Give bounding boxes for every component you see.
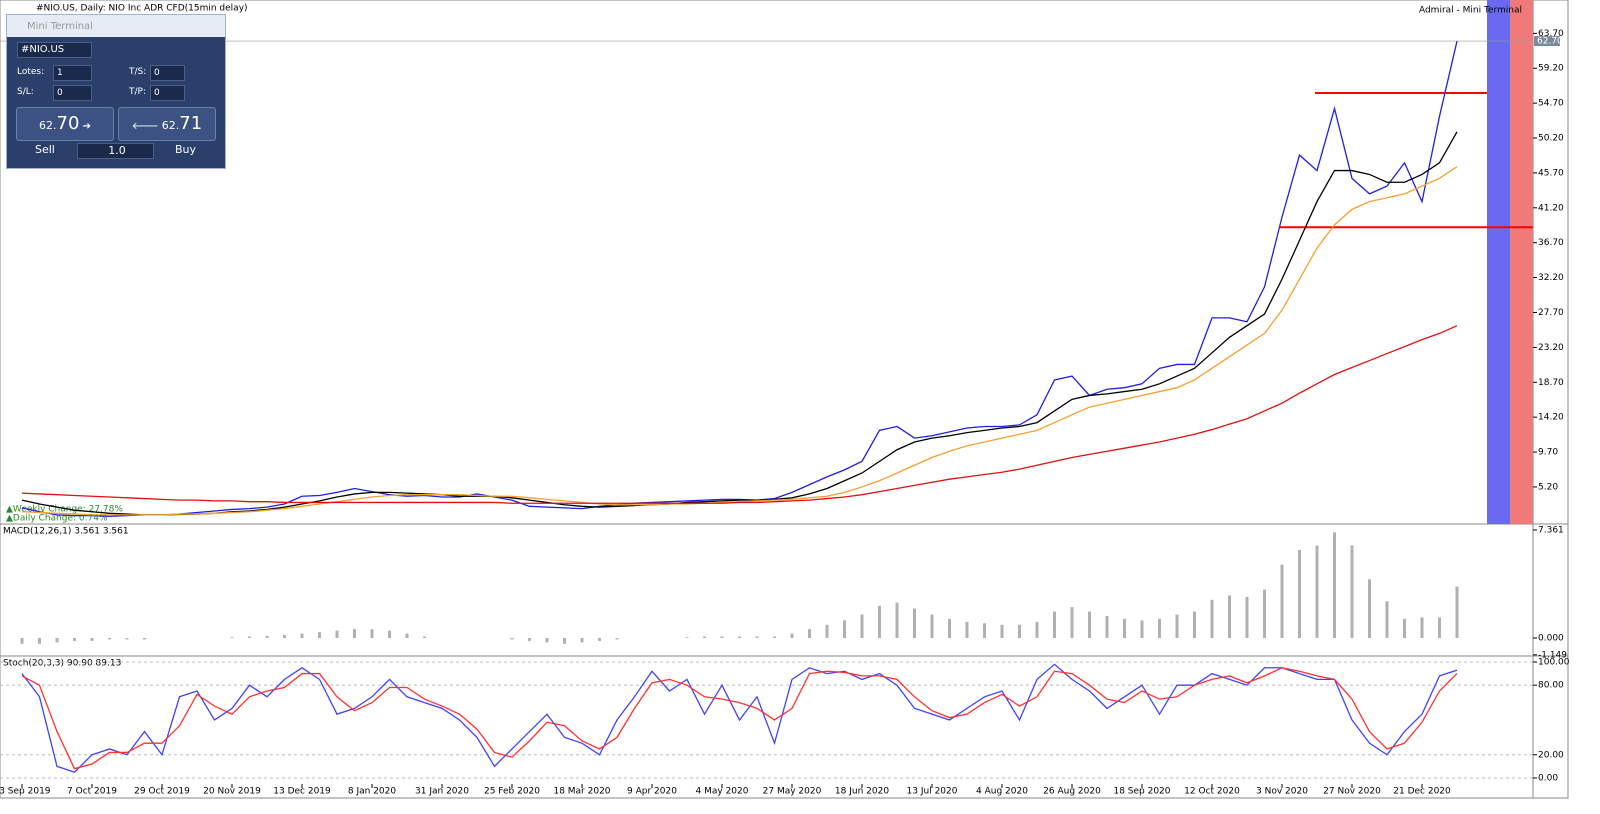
x-tick-label: 26 Aug 2020 — [1043, 787, 1101, 797]
current-price-label: 62.70 — [1537, 37, 1563, 47]
y-tick-label: 27.70 — [1538, 308, 1564, 318]
lots[interactable]: 1 — [53, 65, 92, 81]
ts[interactable]: 0 — [150, 65, 185, 81]
daily-change: ▲Daily Change: 0.74% — [6, 514, 108, 524]
series-line — [21, 40, 1458, 518]
volume[interactable]: 1.0 — [77, 143, 154, 159]
x-tick-label: 12 Oct 2020 — [1184, 787, 1240, 797]
y-tick-label: 80.00 — [1538, 681, 1564, 691]
stoch-label: Stoch(20,3,3) 90.90 89.13 — [3, 659, 121, 669]
x-tick-label: 13 Dec 2019 — [273, 787, 331, 797]
y-tick-label: 20.00 — [1538, 750, 1564, 760]
x-tick-label: 4 Aug 2020 — [976, 787, 1028, 797]
sl[interactable]: 0 — [53, 85, 92, 101]
series-line — [21, 166, 1458, 516]
bid-small: 70 — [56, 113, 80, 134]
y-tick-label: 18.70 — [1538, 378, 1564, 388]
x-tick-label: 4 May 2020 — [696, 787, 749, 797]
frame — [0, 0, 1569, 799]
x-tick-label: 21 Dec 2020 — [1393, 787, 1451, 797]
y-tick-label: 54.70 — [1538, 99, 1564, 109]
x-tick-label: 18 Jun 2020 — [835, 787, 889, 797]
y-tick-label: 0.000 — [1538, 633, 1564, 643]
y-tick-label: 50.20 — [1538, 134, 1564, 144]
window-title: Mini Terminal — [27, 20, 93, 32]
chart-title: #NIO.US, Daily: NIO Inc ADR CFD(15min de… — [36, 4, 248, 14]
tp-label: T/P: — [129, 87, 146, 97]
red-band — [1510, 0, 1533, 524]
x-tick-label: 27 Nov 2020 — [1323, 787, 1381, 797]
buy-price[interactable]: 🡐 62.71 — [118, 107, 216, 141]
sell-price[interactable]: 62.70 ➔ — [16, 107, 114, 141]
brand: Admiral - Mini Terminal — [1419, 6, 1522, 16]
y-tick-label: 32.20 — [1538, 273, 1564, 283]
x-tick-label: 27 May 2020 — [763, 787, 822, 797]
symbol[interactable]: #NIO.US — [17, 42, 92, 58]
x-tick-label: 3 Nov 2020 — [1256, 787, 1308, 797]
x-tick-label: 25 Feb 2020 — [484, 787, 540, 797]
blue-band — [1487, 0, 1510, 524]
y-tick-label: 14.20 — [1538, 413, 1564, 423]
y-tick-label: 41.20 — [1538, 203, 1564, 213]
y-tick-label: 100.00 — [1538, 657, 1570, 667]
x-tick-label: 13 Jul 2020 — [907, 787, 958, 797]
y-tick-label: -1.149 — [1538, 650, 1567, 660]
ts-label: T/S: — [129, 67, 147, 77]
y-tick-label: 0.00 — [1538, 773, 1558, 783]
price-label-bg — [1534, 36, 1560, 47]
series-line — [21, 667, 1458, 770]
buy[interactable]: Buy — [175, 143, 197, 156]
ask-big: 62. — [161, 119, 180, 132]
sell[interactable]: Sell — [35, 143, 55, 156]
y-tick-label: 7.361 — [1538, 525, 1564, 535]
series-line — [21, 325, 1458, 504]
y-tick-label: 45.70 — [1538, 168, 1564, 178]
x-tick-label: 7 Oct 2019 — [67, 787, 117, 797]
lots-label: Lotes: — [17, 67, 45, 77]
series-line — [21, 131, 1458, 516]
x-tick-label: 13 Sep 2019 — [0, 787, 51, 797]
titlebar: Mini Terminal — [7, 15, 225, 37]
bid-big: 62. — [39, 119, 57, 132]
macd-label: MACD(12,26,1) 3.561 3.561 — [3, 527, 129, 537]
y-tick-label: 9.70 — [1538, 448, 1558, 458]
x-tick-label: 18 Mar 2020 — [553, 787, 610, 797]
y-tick-label: 63.70 — [1538, 29, 1564, 39]
x-tick-label: 8 Jan 2020 — [348, 787, 396, 797]
x-tick-label: 18 Sep 2020 — [1113, 787, 1170, 797]
x-tick-label: 31 Jan 2020 — [415, 787, 469, 797]
weekly-change: ▲Weekly Change: 27.78% — [6, 505, 123, 515]
y-tick-label: 5.20 — [1538, 482, 1558, 492]
ask-small: 71 — [179, 113, 203, 134]
sl-label: S/L: — [17, 87, 34, 97]
tp[interactable]: 0 — [150, 85, 185, 101]
y-tick-label: 59.20 — [1538, 64, 1564, 74]
x-tick-label: 29 Oct 2019 — [134, 787, 190, 797]
y-tick-label: 36.70 — [1538, 238, 1564, 248]
x-tick-label: 9 Apr 2020 — [627, 787, 677, 797]
y-tick-label: 23.20 — [1538, 343, 1564, 353]
mini-terminal: Mini Terminal #NIO.US Lotes: 1 T/S: 0 S/… — [6, 14, 226, 169]
x-tick-label: 20 Nov 2019 — [203, 787, 261, 797]
